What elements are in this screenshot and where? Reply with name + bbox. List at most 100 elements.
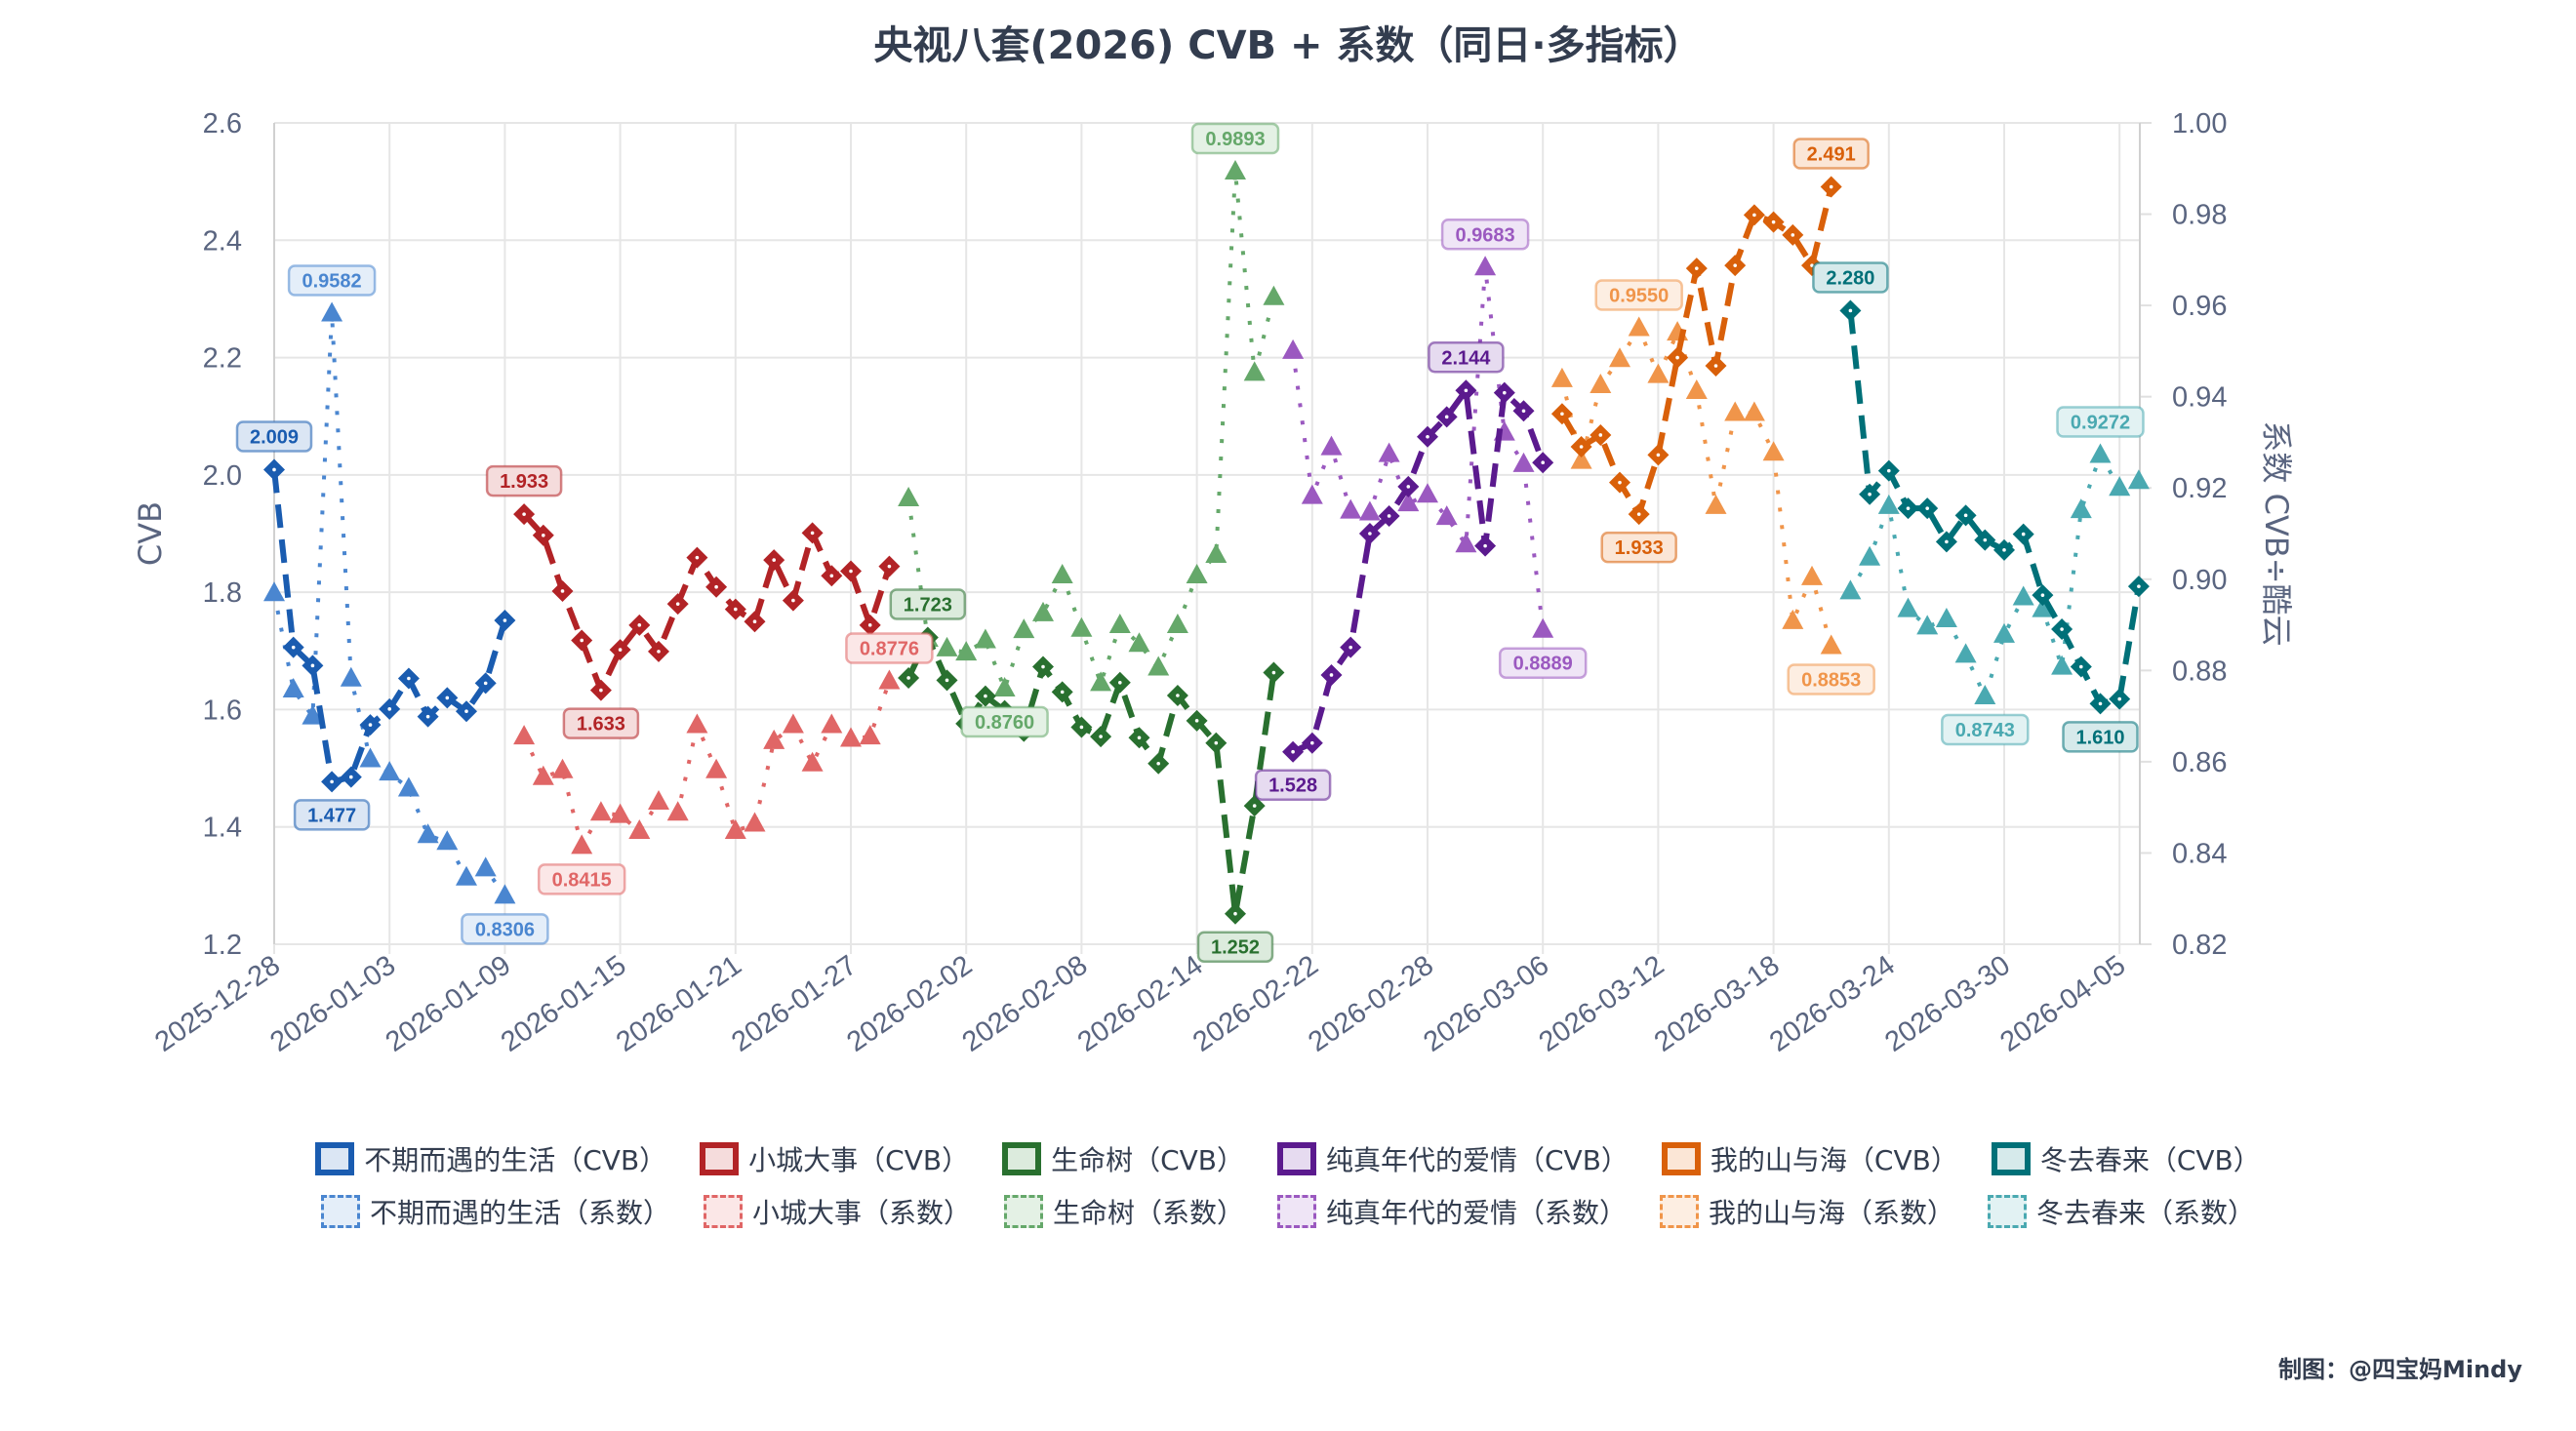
point-center (1329, 673, 1334, 677)
point-triangle (1532, 617, 1554, 638)
point-center (945, 678, 949, 683)
point-center (445, 696, 450, 700)
x-tick-label: 2026-04-05 (1994, 950, 2131, 1058)
point-center (1291, 749, 1295, 754)
point-center (272, 467, 276, 472)
point-center (1233, 911, 1237, 916)
point-triangle (763, 729, 785, 749)
point-triangle (1417, 483, 1438, 503)
legend-item[interactable]: 冬去春来（CVB） (1991, 1139, 2261, 1178)
series-line (1847, 310, 2142, 707)
point-triangle (321, 301, 343, 322)
data-label-box (1196, 931, 1274, 963)
data-label: 1.528 (1254, 769, 1332, 801)
x-tick-label: 2026-02-08 (957, 950, 1094, 1058)
point-triangle (666, 801, 689, 821)
data-label: 0.9683 (1440, 219, 1530, 251)
legend-item[interactable]: 纯真年代的爱情（CVB） (1277, 1139, 1629, 1178)
point-triangle (474, 856, 497, 877)
point-center (1194, 719, 1199, 723)
data-label-box (1600, 531, 1677, 564)
legend-item[interactable]: 纯真年代的爱情（系数） (1277, 1192, 1627, 1231)
x-tick-label: 2026-01-09 (381, 950, 517, 1058)
legend-label: 纯真年代的爱情（系数） (1326, 1197, 1628, 1229)
legend-item[interactable]: 我的山与海（CVB） (1661, 1139, 1958, 1178)
y-tick-label: 2.4 (203, 225, 242, 257)
data-label: 0.9582 (287, 264, 377, 297)
legend-item[interactable]: 生命树（系数） (1003, 1192, 1244, 1231)
y2-tick-label: 0.86 (2172, 747, 2227, 778)
x-tick-label: 2026-03-30 (1879, 950, 2016, 1058)
data-label: 1.610 (2062, 721, 2139, 753)
point-triangle (571, 834, 593, 855)
y2-tick-label: 0.98 (2172, 200, 2227, 231)
point-center (906, 676, 910, 680)
point-center (2021, 532, 2026, 537)
point-triangle (1839, 579, 1862, 600)
legend-solid-swatch-icon (315, 1142, 355, 1175)
data-label-box (1812, 261, 1889, 294)
point-center (1176, 694, 1180, 697)
point-center (387, 707, 392, 711)
point-triangle (340, 666, 362, 687)
x-tick-label: 2026-03-06 (1418, 950, 1554, 1058)
point-triangle (379, 761, 401, 781)
point-triangle (1013, 618, 1035, 639)
legend-label: 生命树（系数） (1052, 1197, 1244, 1229)
data-label-text: 1.252 (1211, 937, 1260, 959)
point-center (1618, 480, 1622, 485)
point-triangle (359, 747, 382, 768)
point-center (1636, 512, 1641, 516)
point-center (1925, 506, 1929, 510)
data-label: 1.633 (562, 707, 640, 739)
point-triangle (878, 669, 901, 690)
point-center (1656, 453, 1661, 457)
point-triangle (1897, 597, 1919, 617)
legend-item[interactable]: 我的山与海（系数） (1660, 1192, 1954, 1231)
point-center (1733, 263, 1737, 267)
point-center (675, 602, 680, 606)
y2-tick-label: 0.94 (2172, 382, 2227, 414)
legend-item[interactable]: 冬去春来（系数） (1988, 1192, 2255, 1231)
data-label: 0.8415 (537, 863, 626, 895)
legend-label: 小城大事（CVB） (748, 1144, 970, 1176)
x-tick-label: 2026-01-15 (496, 950, 632, 1058)
y-tick-label: 1.4 (203, 813, 242, 844)
point-triangle (1474, 256, 1497, 276)
point-center (1598, 433, 1603, 437)
point-triangle (2109, 476, 2131, 497)
data-label-box (1594, 279, 1683, 311)
point-triangle (1877, 494, 1900, 514)
series-coef-11 (1839, 443, 2150, 704)
point-center (791, 598, 795, 603)
point-triangle (859, 725, 881, 745)
legend-item[interactable]: 生命树（CVB） (1002, 1139, 1244, 1178)
data-label: 0.8306 (461, 913, 549, 945)
point-center (1483, 543, 1487, 548)
point-center (1368, 532, 1372, 536)
data-label-box (235, 420, 313, 453)
legend-row-cvb: 不期而遇的生活（CVB） 小城大事（CVB） 生命树（CVB） 纯真年代的爱情（CVB… (0, 1139, 2576, 1178)
legend-label: 纯真年代的爱情（CVB） (1326, 1144, 1629, 1176)
series-coef-7 (513, 669, 901, 855)
point-center (1464, 388, 1469, 393)
point-triangle (456, 865, 477, 886)
series-line (1848, 453, 2140, 698)
point-center (580, 638, 584, 643)
data-label-text: 0.9550 (1609, 286, 1669, 307)
point-triangle (1590, 373, 1612, 393)
point-triangle (1550, 367, 1573, 387)
data-label-text: 0.9582 (302, 271, 362, 293)
legend-item[interactable]: 不期而遇的生活（系数） (320, 1192, 670, 1231)
data-label-box (562, 707, 640, 739)
data-label-box (2062, 721, 2139, 753)
legend-item[interactable]: 不期而遇的生活（CVB） (315, 1139, 666, 1178)
legend-item[interactable]: 小城大事（系数） (703, 1192, 971, 1231)
data-label: 2.009 (235, 420, 313, 453)
x-tick-label: 2026-03-12 (1534, 950, 1670, 1058)
point-triangle (1051, 564, 1073, 584)
point-center (1541, 460, 1545, 465)
point-triangle (1435, 505, 1458, 526)
y-tick-label: 1.8 (203, 577, 242, 609)
legend-item[interactable]: 小城大事（CVB） (700, 1139, 969, 1178)
